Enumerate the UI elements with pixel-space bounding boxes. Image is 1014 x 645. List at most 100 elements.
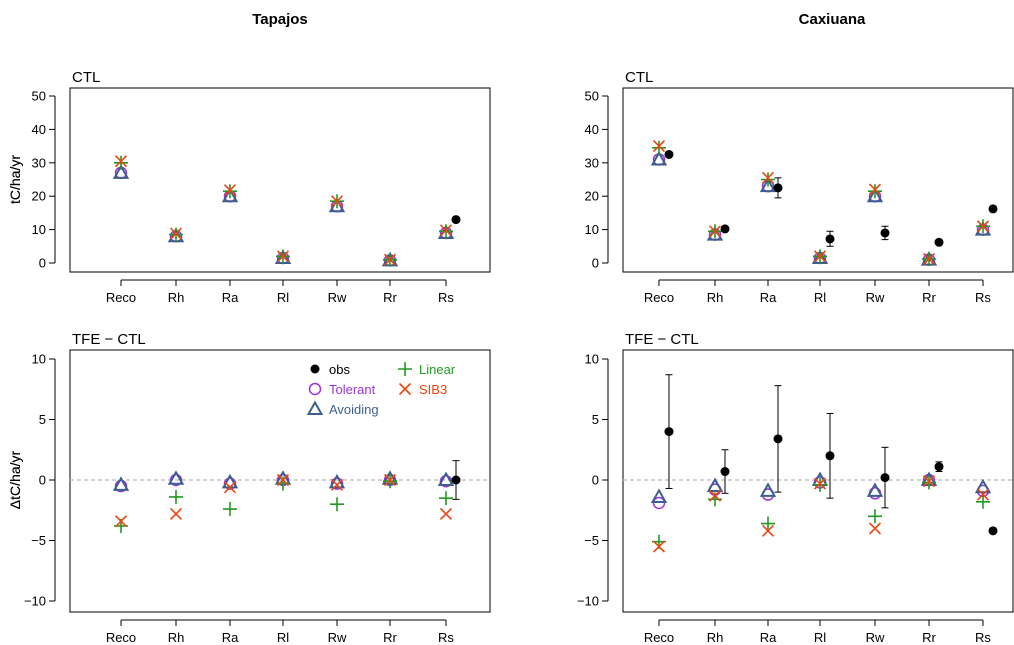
point-linear-ra: [761, 516, 775, 531]
point-linear-reco: [652, 140, 666, 155]
x-tick-label: Rs: [975, 630, 991, 645]
x-tick-label: Rr: [922, 630, 936, 645]
point-avoiding-rw: [866, 187, 884, 203]
point-sib3-ra: [223, 481, 237, 494]
x-tick-label: Ra: [222, 290, 239, 305]
point-sib3-rh: [169, 227, 183, 240]
point-linear-ra: [223, 502, 237, 517]
y-tick-label: −10: [577, 594, 599, 609]
point-sib3-reco: [114, 155, 128, 168]
legend-marker-tolerant: [308, 382, 322, 396]
legend-label-obs: obs: [329, 362, 350, 377]
point-avoiding-reco: [650, 150, 668, 166]
x-tick-label: Reco: [644, 290, 674, 305]
x-tick-label: Rh: [707, 630, 724, 645]
x-tick-label: Rr: [383, 290, 397, 305]
point-sib3-rr: [383, 473, 397, 487]
point-sib3-rr: [922, 252, 936, 266]
point-avoiding-rs: [437, 471, 455, 486]
point-linear-reco: [114, 155, 128, 170]
point-sib3-ra: [223, 184, 237, 197]
x-tick-label: Reco: [106, 630, 136, 645]
point-sib3-rw: [868, 522, 882, 535]
x-tick-label: Rh: [707, 290, 724, 305]
y-tick-label: 10: [32, 352, 46, 367]
point-linear-rw: [868, 509, 882, 524]
x-tick-label: Reco: [106, 290, 136, 305]
point-sib3-rl: [813, 250, 827, 263]
point-sib3-rs: [976, 488, 990, 501]
x-tick-label: Ra: [222, 630, 239, 645]
plot-frame: [622, 349, 1014, 613]
x-tick-label: Rr: [922, 290, 936, 305]
point-sib3-rs: [976, 220, 990, 233]
x-tick-label: Rl: [814, 630, 826, 645]
legend-label-linear: Linear: [419, 362, 456, 377]
point-sib3-rl: [276, 473, 290, 487]
x-tick-label: Ra: [760, 290, 777, 305]
legend-label-avoiding: Avoiding: [329, 402, 379, 417]
point-sib3-ra: [761, 524, 775, 537]
legend: obs Linear Tolerant SIB3 Avoiding: [306, 362, 456, 417]
legend-marker-avoiding: [306, 400, 324, 415]
y-tick-label: 20: [32, 189, 46, 204]
y-tick-label: 40: [585, 122, 599, 137]
point-linear-rh: [708, 492, 722, 507]
y-tick-label: 10: [585, 222, 599, 237]
x-tick-label: Rr: [383, 630, 397, 645]
x-tick-label: Rs: [975, 290, 991, 305]
point-sib3-reco: [114, 515, 128, 528]
panel-4: TFE − CTL −10 −5 0 5 10 ΔtC/ha/yr Reco Rh Ra Rl Rw R…: [7, 331, 1014, 645]
y-tick-label: 50: [585, 89, 599, 104]
x-tick-label: Rh: [168, 630, 185, 645]
point-avoiding-reco: [112, 164, 130, 179]
panel-title: CTL: [72, 69, 100, 86]
x-tick-label: Rl: [277, 290, 289, 305]
y-axis-label: ΔtC/ha/yr: [7, 450, 23, 509]
plot-frame: [69, 349, 491, 613]
point-obs-rr: [934, 237, 944, 247]
point-avoiding-ra: [759, 177, 777, 193]
point-sib3-rh: [708, 225, 722, 238]
point-obs-rs: [988, 204, 998, 214]
point-tolerant-reco: [652, 496, 666, 510]
point-sib3-rh: [708, 489, 722, 502]
point-obs-reco: [664, 149, 674, 159]
x-tick-label: Rw: [328, 630, 347, 645]
point-sib3-rl: [813, 477, 827, 490]
legend-marker-linear: [398, 362, 412, 376]
column-title-caxiuana: Caxiuana: [799, 11, 866, 28]
point-sib3-rr: [383, 253, 397, 266]
point-linear-rr: [922, 475, 936, 490]
legend-marker-sib3: [398, 382, 412, 396]
point-avoiding-reco: [650, 488, 668, 503]
point-sib3-rs: [439, 224, 453, 237]
point-sib3-rw: [868, 183, 882, 196]
x-tick-label: Rs: [438, 630, 454, 645]
point-linear-rw: [868, 184, 882, 199]
point-sib3-ra: [761, 171, 775, 184]
panel-title: TFE − CTL: [72, 331, 146, 348]
y-tick-label: −5: [584, 533, 599, 548]
point-linear-rw: [330, 497, 344, 512]
point-sib3-rw: [330, 195, 344, 208]
y-tick-label: 5: [39, 412, 46, 427]
point-avoiding-rw: [866, 482, 884, 497]
plot-frame: [69, 87, 491, 273]
point-linear-rr: [383, 474, 397, 489]
y-axis-label: tC/ha/yr: [7, 155, 23, 204]
panel-title: TFE − CTL: [625, 331, 699, 348]
y-tick-label: 50: [32, 89, 46, 104]
y-tick-label: −5: [31, 533, 46, 548]
x-tick-label: Rl: [814, 290, 826, 305]
point-avoiding-reco: [112, 476, 130, 491]
x-tick-label: Rs: [438, 290, 454, 305]
x-tick-label: Rw: [866, 290, 885, 305]
y-tick-label: 10: [32, 222, 46, 237]
point-linear-ra: [761, 172, 775, 187]
point-avoiding-rh: [706, 477, 724, 493]
panel-1: CTL 0 10 20 30 40 50 tC/ha/yr Reco Rh Ra Rl Rw Rr Rs: [7, 69, 491, 305]
legend-label-sib3: SIB3: [419, 382, 447, 397]
x-tick-label: Rw: [866, 630, 885, 645]
